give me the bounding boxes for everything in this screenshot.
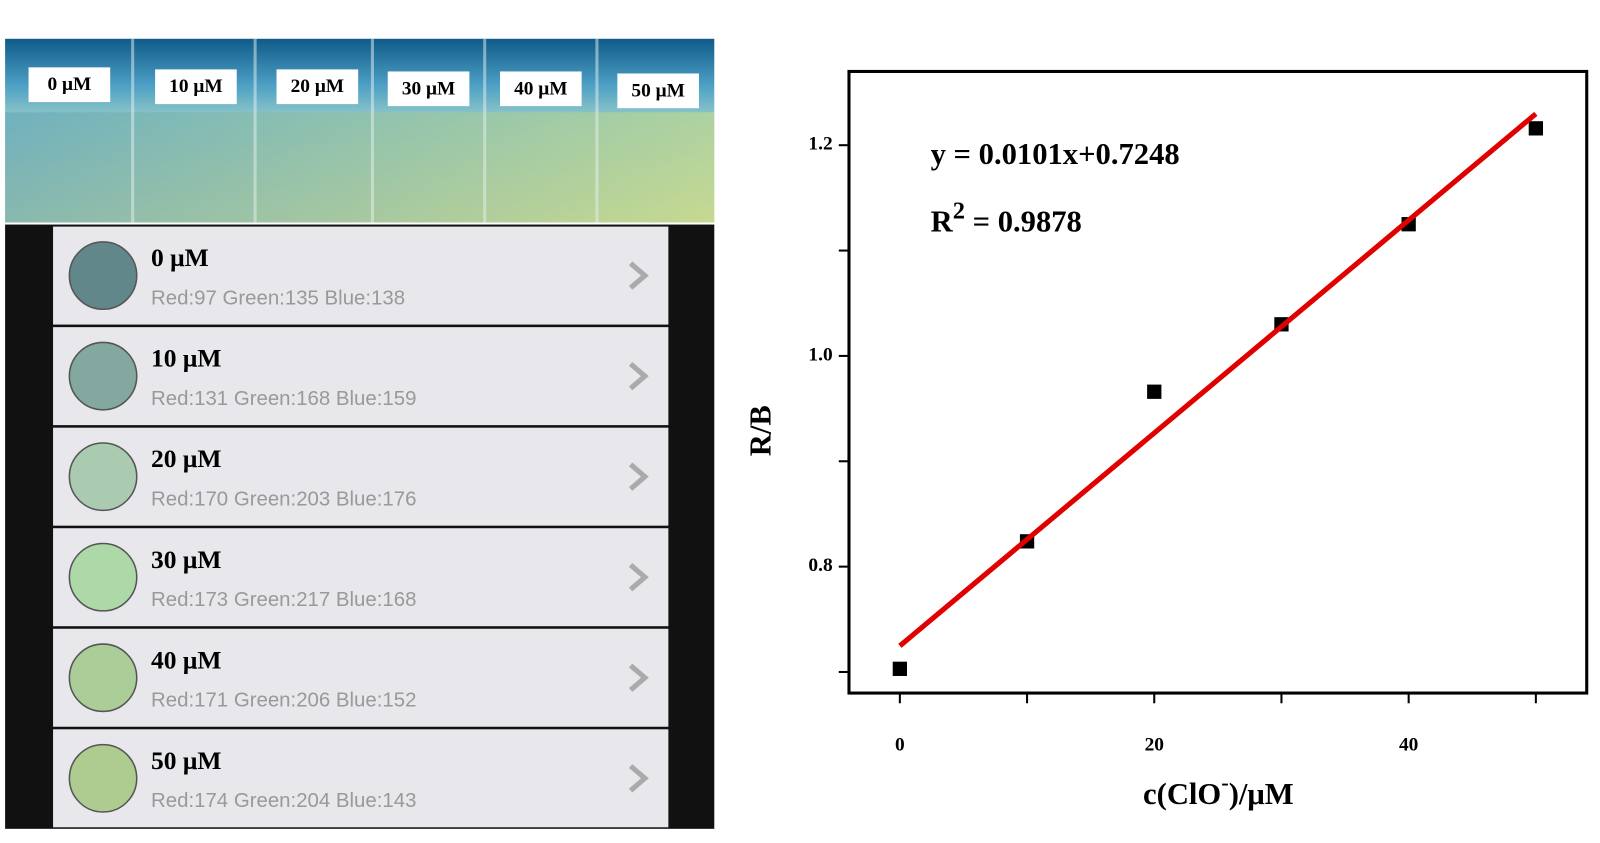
row-title: 40 μM (151, 645, 221, 674)
x-label-rest: )/μM (1229, 777, 1294, 811)
color-swatch (68, 241, 138, 311)
label-card (387, 71, 470, 107)
x-tick-label: 40 (1399, 735, 1418, 756)
list-row (53, 729, 669, 828)
row-rgb: Red:170 Green:203 Blue:176 (151, 489, 416, 511)
vial-edges (131, 38, 599, 223)
fit-line (898, 111, 1538, 648)
row-title: 10 μM (151, 344, 221, 373)
row-title: 0 μM (151, 243, 209, 272)
vial-label: 10 μM (169, 76, 222, 97)
label-card (155, 69, 237, 105)
x-label-base: c(ClO (1143, 777, 1221, 811)
r2: R2 = 0.9878 (931, 197, 1082, 239)
vial-label: 0 μM (47, 74, 91, 95)
row-title: 30 μM (151, 545, 221, 574)
vial-label: 20 μM (291, 76, 344, 97)
color-swatch (68, 743, 138, 813)
color-swatch (68, 542, 138, 612)
data-point (1528, 121, 1543, 136)
color-swatch (68, 341, 138, 411)
phone-frame (5, 224, 715, 829)
y-axis-label: R/B (743, 405, 777, 456)
color-swatch (68, 442, 138, 512)
r2-sup: 2 (953, 197, 965, 224)
list-row (53, 528, 669, 627)
chevron (628, 764, 649, 793)
chevron (628, 663, 649, 692)
equation: y = 0.0101x+0.7248 (931, 137, 1180, 171)
y-tick-label: 1.2 (808, 134, 832, 155)
chevron (628, 563, 649, 592)
plot-frame (847, 69, 1589, 695)
r2-base: R (931, 205, 954, 239)
row-rgb: Red:174 Green:204 Blue:143 (151, 790, 416, 812)
r2-rest: = 0.9878 (965, 205, 1082, 239)
label-card (617, 73, 699, 109)
list-row (53, 427, 669, 526)
photo-tint (5, 112, 715, 223)
label-card (500, 71, 582, 107)
row-rgb: Red:131 Green:168 Blue:159 (151, 388, 416, 410)
row-rgb: Red:97 Green:135 Blue:138 (151, 287, 405, 309)
data-point (1147, 384, 1162, 399)
x-tick-label: 0 (895, 735, 905, 756)
y-tick-label: 1.0 (808, 344, 832, 365)
vial-label: 30 μM (402, 78, 455, 99)
chevron (628, 261, 649, 290)
row-title: 20 μM (151, 444, 221, 473)
row-title: 50 μM (151, 746, 221, 775)
list-row (53, 327, 669, 426)
label-card (28, 67, 111, 103)
vial-label: 50 μM (631, 80, 684, 101)
vial-label: 40 μM (514, 78, 567, 99)
row-rgb: Red:173 Green:217 Blue:168 (151, 589, 416, 611)
x-tick-label: 20 (1145, 735, 1164, 756)
x-axis-label: c(ClO-)/μM (1143, 770, 1294, 811)
label-card (276, 69, 359, 105)
color-swatch (68, 643, 138, 713)
chevron (628, 361, 649, 391)
data-point (892, 661, 908, 676)
y-tick-label: 0.8 (808, 555, 833, 576)
chevron (628, 462, 649, 491)
list-row (53, 628, 669, 727)
row-rgb: Red:171 Green:206 Blue:152 (151, 690, 416, 712)
x-label-sup: - (1221, 770, 1228, 795)
list-row (53, 226, 669, 325)
